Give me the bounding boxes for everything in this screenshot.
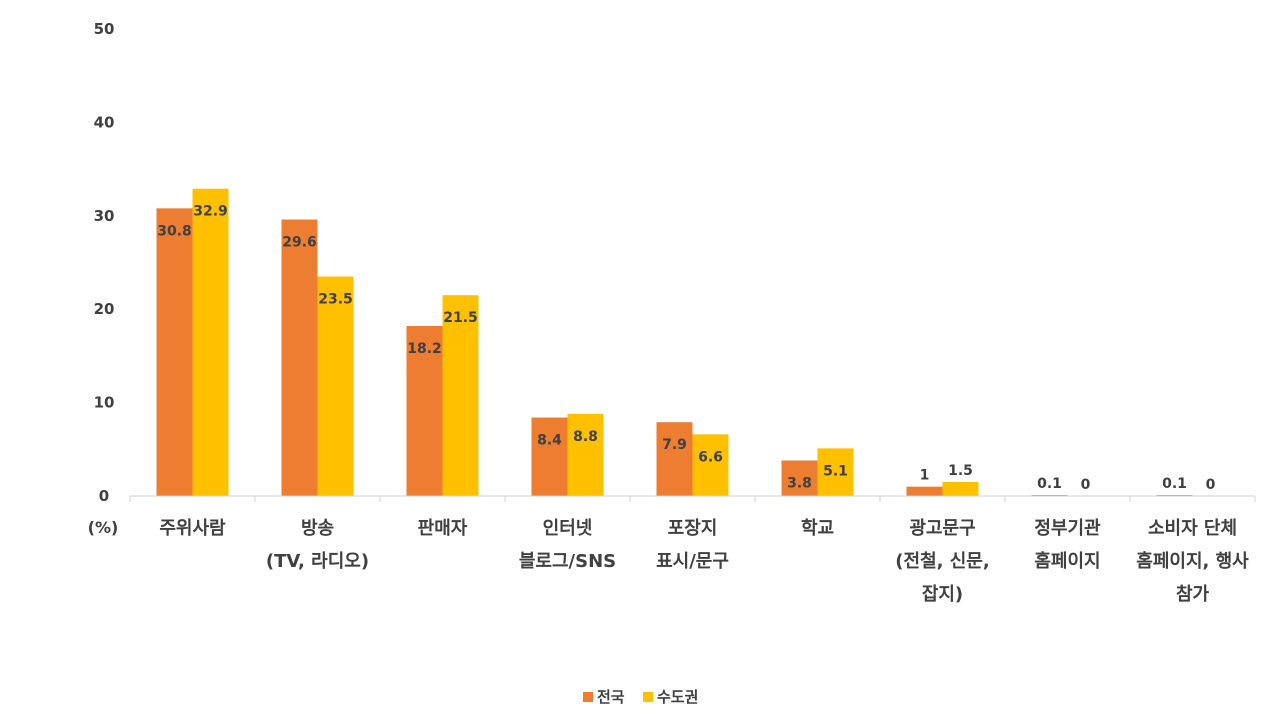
data-label: 23.5 xyxy=(318,292,353,308)
data-label: 0 xyxy=(1081,477,1091,493)
data-label: 7.9 xyxy=(662,437,687,453)
bar-series1 xyxy=(781,460,818,496)
data-label: 3.8 xyxy=(787,476,812,492)
data-label: 21.5 xyxy=(443,310,478,326)
category-label: 판매자 xyxy=(418,518,468,539)
category-label: 광고문구 xyxy=(909,518,975,539)
category-label: 블로그/SNS xyxy=(519,551,616,572)
x-axis-tick-marks xyxy=(129,496,1256,502)
data-label: 8.4 xyxy=(537,433,562,449)
bar-series2 xyxy=(567,413,604,496)
y-tick-label: 20 xyxy=(94,300,115,318)
data-label: 0.1 xyxy=(1037,476,1062,492)
category-label: 소비자 단체 xyxy=(1148,518,1237,539)
bar-series1 xyxy=(906,486,943,496)
bar-series2 xyxy=(442,295,479,496)
legend-label: 전국 xyxy=(597,688,625,706)
legend-label: 수도권 xyxy=(657,688,698,706)
bar-series2 xyxy=(942,481,979,496)
y-axis-ticks: 0 10 20 30 40 50 xyxy=(94,20,115,505)
data-label: 8.8 xyxy=(573,429,598,445)
y-tick-label: 30 xyxy=(94,207,115,225)
bar-series1 xyxy=(656,422,693,496)
category-label: 정부기관 xyxy=(1034,518,1101,539)
category-label: (TV, 라디오) xyxy=(266,551,369,572)
bar-series2 xyxy=(317,276,354,496)
bar-series2 xyxy=(692,434,729,496)
data-label: 1.5 xyxy=(948,463,973,479)
category-label: 방송 xyxy=(301,518,334,539)
category-label: 잡지) xyxy=(922,584,963,605)
category-label: 홈페이지 xyxy=(1034,550,1100,572)
legend: 전국 수도권 xyxy=(583,688,698,706)
category-label: 포장지 xyxy=(668,518,718,539)
category-label: 홈페이지, 행사 xyxy=(1136,550,1249,572)
y-tick-label: 10 xyxy=(94,394,115,412)
category-label: 학교 xyxy=(801,517,834,539)
data-labels-group: 30.8 29.6 18.2 8.4 7.9 3.8 1 0.1 0.1 32.9 23.5 21.5… xyxy=(157,204,1215,493)
data-label: 0.1 xyxy=(1162,476,1187,492)
data-label: 18.2 xyxy=(407,341,442,357)
category-label: 주위사람 xyxy=(159,518,226,539)
data-label: 1 xyxy=(920,468,930,484)
data-label: 32.9 xyxy=(193,204,228,220)
data-label: 29.6 xyxy=(282,235,317,251)
y-tick-label: 40 xyxy=(94,113,115,131)
y-tick-label: 50 xyxy=(94,20,115,38)
data-label: 30.8 xyxy=(157,223,192,239)
bar-series1 xyxy=(531,417,568,496)
legend-swatch xyxy=(583,692,593,702)
legend-swatch xyxy=(643,692,653,702)
y-tick-label: 0 xyxy=(99,487,109,505)
category-label: 인터넷 xyxy=(543,518,593,539)
bars-group xyxy=(156,188,1193,497)
category-label: 표시/문구 xyxy=(656,551,729,572)
bar-series1 xyxy=(156,208,193,496)
data-label: 0 xyxy=(1206,477,1216,493)
category-label: 참가 xyxy=(1176,584,1210,605)
data-label: 5.1 xyxy=(823,463,848,479)
bar-series2 xyxy=(817,448,854,496)
bar-series1 xyxy=(406,326,443,496)
bar-series1 xyxy=(281,219,318,496)
y-axis-unit-label: (%) xyxy=(88,518,119,537)
bar-series2 xyxy=(192,188,229,497)
data-label: 6.6 xyxy=(698,449,723,465)
category-label: (전철, 신문, xyxy=(895,551,989,572)
